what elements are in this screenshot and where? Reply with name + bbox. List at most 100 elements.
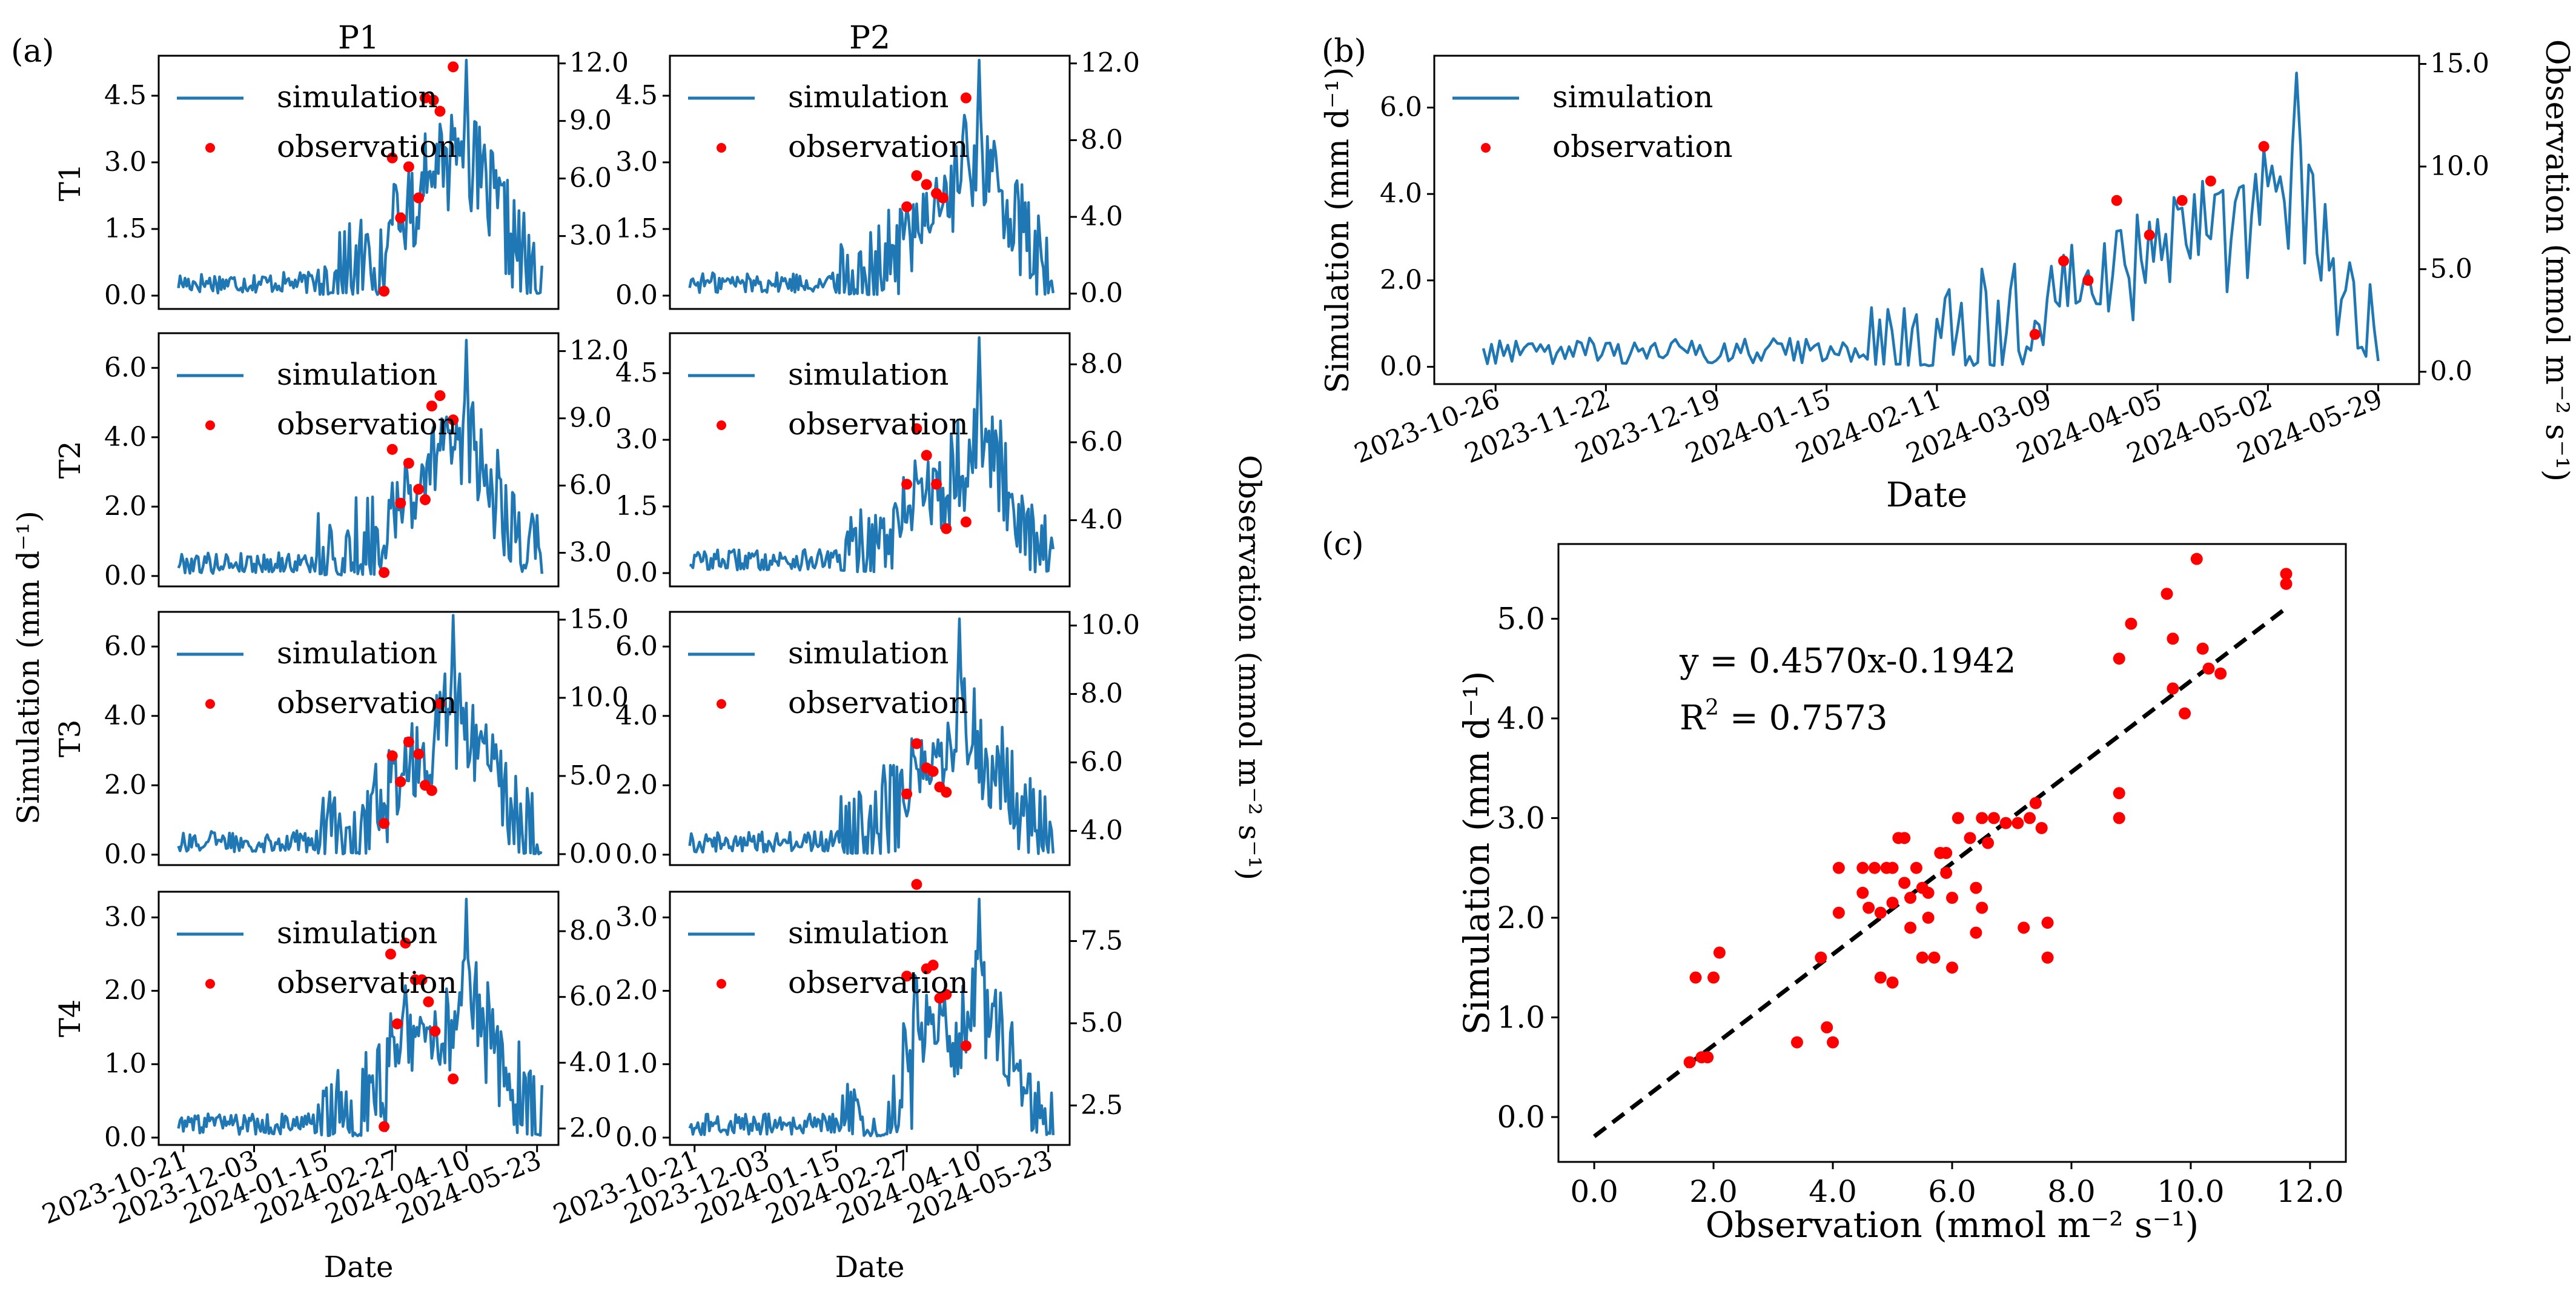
observation-point <box>911 423 922 434</box>
scatter-point <box>1999 817 2012 829</box>
y-right-tick-label: 0.0 <box>1081 278 1123 309</box>
regression-line <box>1592 606 2288 1138</box>
y-right-tick-label: 6.0 <box>1081 747 1123 778</box>
scatter-point <box>2024 812 2036 824</box>
scatter-point <box>2167 682 2179 695</box>
subplot-t1-p1: 0.0 1.5 3.0 4.5 3.0 6.0 9.0 12.0 simulation obser… <box>53 48 629 311</box>
observation-point <box>413 483 425 495</box>
y-left-tick-label: 0.0 <box>615 1122 658 1153</box>
observation-point <box>400 937 411 949</box>
observation-point <box>429 1026 441 1037</box>
scatter-point <box>1964 832 1976 844</box>
y-right-tick-label: 12.0 <box>1081 48 1140 79</box>
simulation-line <box>177 339 544 577</box>
observation-point <box>379 567 390 579</box>
y-right-tick-label: 8.0 <box>1081 348 1123 379</box>
y-right-tick-label: 4.0 <box>1081 815 1123 846</box>
simulation-line <box>688 59 1055 296</box>
scatter-point <box>1946 961 1958 974</box>
y-right-tick-label: 6.0 <box>569 470 612 501</box>
y-left-tick-label: 1.5 <box>104 213 147 244</box>
axes-frame <box>669 891 1071 1146</box>
panel-c-label: (c) <box>1322 526 1364 563</box>
y-right-tick-label: 4.0 <box>569 1047 612 1078</box>
legend-observation-label: observation <box>788 406 968 442</box>
y-left-tick-label: 4.0 <box>104 422 147 453</box>
observation-point <box>448 61 459 73</box>
scatter-point <box>1790 1036 1803 1049</box>
y-left-tick-label: 2.0 <box>1380 265 1422 296</box>
scatter-point <box>1976 901 1988 914</box>
observation-point <box>911 170 922 181</box>
simulation-line <box>688 617 1055 855</box>
observation-point <box>2205 175 2216 187</box>
observation-point <box>927 960 939 971</box>
legend-observation-label: observation <box>788 129 968 164</box>
observation-point <box>413 192 425 204</box>
legend-simulation-label: simulation <box>788 635 949 671</box>
panel-b: (b) 0.0 2.0 4.0 6.0 0.0 5.0 10.0 15.0 simulation o… <box>1320 33 2575 515</box>
y-left-axis-title: Simulation (mm d⁻¹) <box>11 511 46 824</box>
r-squared-symbol: R <box>1680 698 1706 738</box>
r-squared-exponent: 2 <box>1705 695 1719 720</box>
y-left-tick-label: 0.0 <box>1380 351 1422 382</box>
scatter-point <box>2280 577 2293 590</box>
scatter-point <box>2202 662 2215 675</box>
observation-point <box>911 738 922 749</box>
observation-point <box>403 736 414 748</box>
y-left-tick-label: 3.0 <box>104 147 147 177</box>
y-left-tick-label: 1.0 <box>104 1049 147 1080</box>
observation-point <box>426 400 437 412</box>
observation-point <box>901 479 913 490</box>
panel-a-label: (a) <box>11 33 55 70</box>
panel-c: (c) 0.0 2.0 4.0 6.0 8.0 10.0 12.0 0.0 1.0 2.0 3.0 4.… <box>1322 526 2347 1246</box>
observation-point <box>901 788 913 800</box>
y-axis-title: Simulation (mm d⁻¹) <box>1456 671 1497 1035</box>
observation-point <box>937 192 949 204</box>
y-right-tick-label: 6.0 <box>569 981 612 1012</box>
scatter-point <box>1952 812 1964 824</box>
y-left-tick-label: 6.0 <box>615 631 658 662</box>
observation-point <box>2082 274 2094 286</box>
y-right-tick-label: 12.0 <box>569 48 629 79</box>
scatter-point <box>2029 797 2042 809</box>
scatter-point <box>1946 892 1958 904</box>
observation-point <box>960 1040 972 1052</box>
legend-observation-marker <box>717 979 726 989</box>
scatter-point <box>1886 897 1899 909</box>
y-left-tick-label: 0.0 <box>104 839 147 870</box>
y-right-tick-label: 3.0 <box>569 221 612 251</box>
row-label-t1: T1 <box>53 164 87 202</box>
scatter-point <box>1987 812 2000 824</box>
observation-point <box>426 785 437 796</box>
x-tick-label: 8.0 <box>2047 1174 2096 1209</box>
scatter-point <box>2113 652 2125 665</box>
scatter-point <box>1904 892 1917 904</box>
observation-point <box>960 92 972 104</box>
y-left-tick-label: 6.0 <box>104 352 147 383</box>
y-right-tick-label: 2.0 <box>569 1113 612 1144</box>
scatter-point <box>2179 707 2191 720</box>
y-right-tick-label: 6.0 <box>1081 426 1123 457</box>
y-right-tick-label: 5.0 <box>569 760 612 791</box>
legend-observation-label: observation <box>1552 129 1733 164</box>
y-right-tick-label: 2.5 <box>1081 1090 1123 1121</box>
legend-observation-label: observation <box>277 406 457 442</box>
observation-point <box>420 92 431 104</box>
subplot-t2-p2: 0.0 1.5 3.0 4.5 4.0 6.0 8.0 simulation observati… <box>615 332 1123 588</box>
observation-point <box>395 212 406 224</box>
observation-point <box>448 1073 459 1084</box>
y-right-tick-label: 4.0 <box>1081 505 1123 536</box>
scatter-point <box>2196 642 2209 655</box>
scatter-point <box>1940 866 1953 879</box>
y-right-tick-label: 15.0 <box>2430 48 2489 79</box>
legend-simulation-label: simulation <box>277 915 437 950</box>
y-left-tick-label: 3.0 <box>615 901 658 932</box>
scatter-point <box>1886 976 1899 989</box>
row-label-t4: T4 <box>53 1000 87 1038</box>
observation-point <box>931 479 942 490</box>
scatter-point <box>1821 1021 1833 1033</box>
scatter-point <box>1832 906 1845 919</box>
scatter-point <box>1683 1056 1696 1069</box>
